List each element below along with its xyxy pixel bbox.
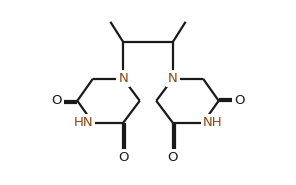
Text: O: O (168, 151, 178, 164)
Text: N: N (168, 72, 178, 85)
Text: HN: HN (73, 116, 93, 129)
Text: NH: NH (203, 116, 223, 129)
Text: N: N (118, 72, 128, 85)
Text: O: O (51, 94, 62, 107)
Text: O: O (234, 94, 245, 107)
Text: O: O (118, 151, 128, 164)
